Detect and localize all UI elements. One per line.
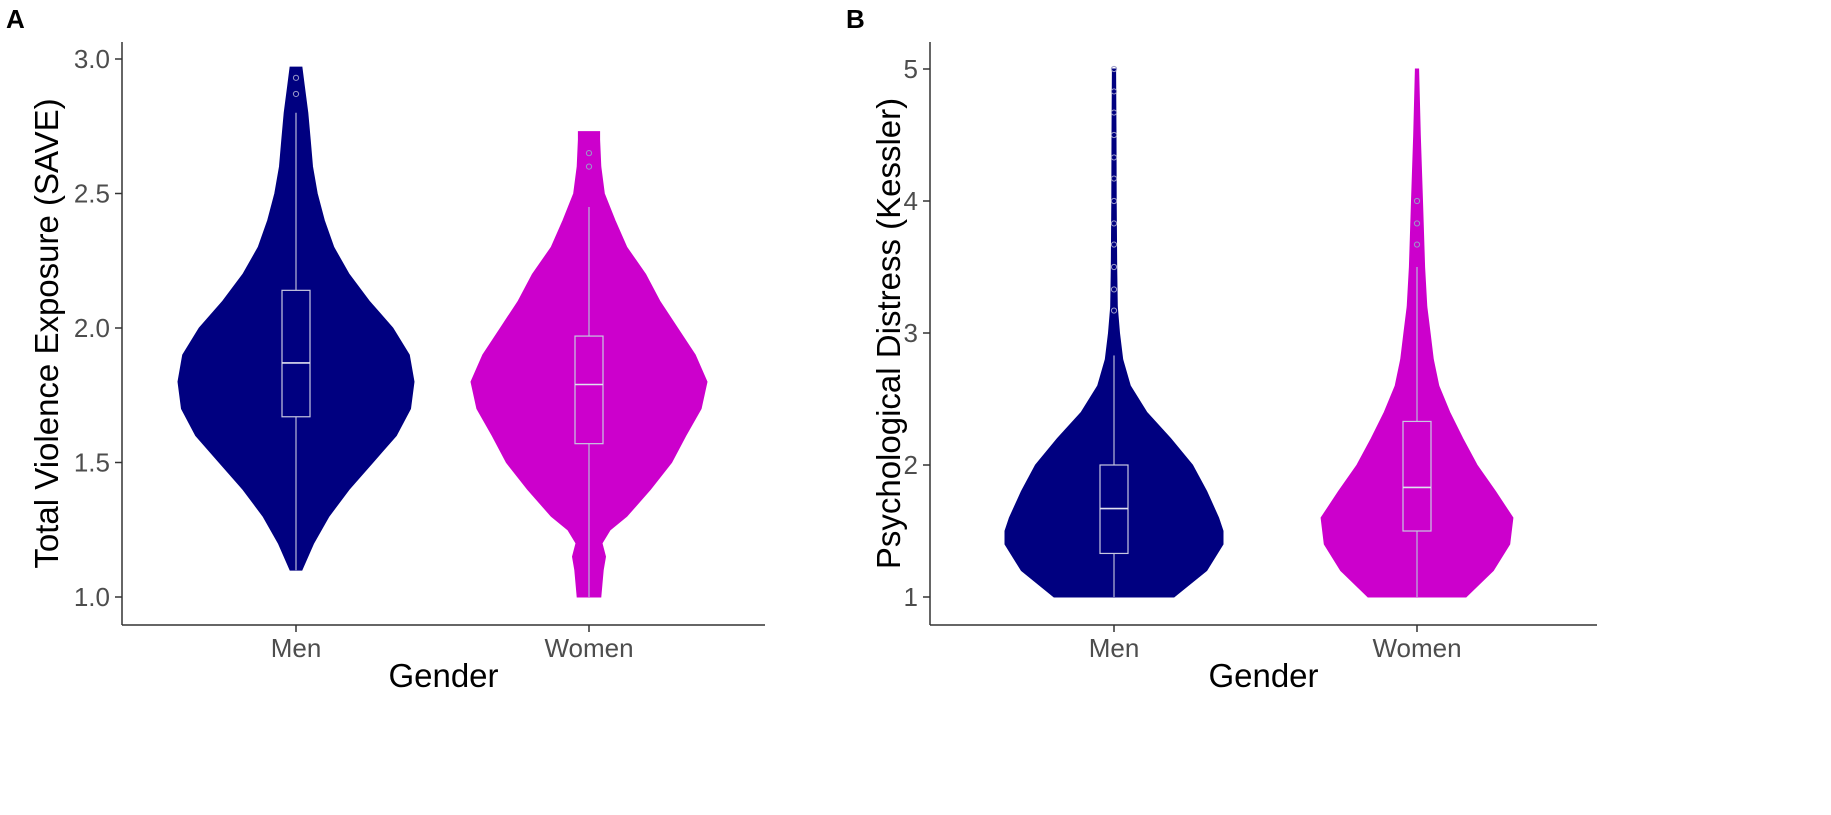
outlier-point xyxy=(1110,307,1118,314)
y-tick-label: 2.0 xyxy=(74,313,110,343)
violin-women xyxy=(470,131,708,598)
box-iqr xyxy=(1402,420,1432,532)
y-axis-title: Total Violence Exposure (SAVE) xyxy=(28,98,65,568)
outlier-point xyxy=(1110,220,1118,227)
violin-men xyxy=(1004,68,1224,598)
x-tick-label: Women xyxy=(1372,633,1461,663)
outlier-point xyxy=(1110,286,1118,293)
violin-men xyxy=(177,66,415,571)
y-tick-label: 1.0 xyxy=(74,582,110,612)
outlier-point xyxy=(1110,109,1118,116)
y-tick-label: 3.0 xyxy=(74,44,110,74)
x-axis-title: Gender xyxy=(1208,657,1318,694)
outlier-point xyxy=(1110,197,1118,205)
y-axis-title: Psychological Distress (Kessler) xyxy=(870,98,907,569)
y-tick-label: 3 xyxy=(904,318,918,348)
y-tick-label: 2 xyxy=(904,450,918,480)
outlier-point xyxy=(1110,241,1118,248)
outlier-point xyxy=(292,90,300,98)
x-tick-label: Women xyxy=(544,633,633,663)
outlier-point xyxy=(585,163,593,170)
y-tick-label: 5 xyxy=(904,54,918,84)
panel-a: A 1.0 1.5 2.0 2.5 3.0 Men Women Gender Total Viol… xyxy=(6,4,765,694)
y-tick-label: 4 xyxy=(904,186,918,216)
outlier-point xyxy=(1110,263,1118,271)
outlier-point xyxy=(1110,131,1118,139)
panel-letter: B xyxy=(846,4,865,34)
y-tick-label: 1 xyxy=(904,582,918,612)
y-tick-label: 2.5 xyxy=(74,179,110,209)
x-tick-label: Men xyxy=(1089,633,1140,663)
outlier-point xyxy=(1110,88,1118,95)
x-tick-label: Men xyxy=(271,633,322,663)
outlier-point xyxy=(1110,175,1118,182)
y-tick-label: 1.5 xyxy=(74,448,110,478)
panel-letter: A xyxy=(6,4,25,34)
outlier-point xyxy=(1413,241,1421,248)
box-iqr xyxy=(574,335,604,445)
box-iqr xyxy=(281,289,311,418)
outlier-point xyxy=(1413,220,1421,227)
outlier-point xyxy=(1413,197,1421,205)
panel-b: B 1 2 3 4 5 Men Women Gender Psychological Distre… xyxy=(846,4,1597,694)
outlier-point xyxy=(1110,65,1118,73)
outlier-point xyxy=(585,150,593,157)
outlier-point xyxy=(1110,154,1118,161)
x-axis-title: Gender xyxy=(388,657,498,694)
outlier-point xyxy=(292,74,300,81)
